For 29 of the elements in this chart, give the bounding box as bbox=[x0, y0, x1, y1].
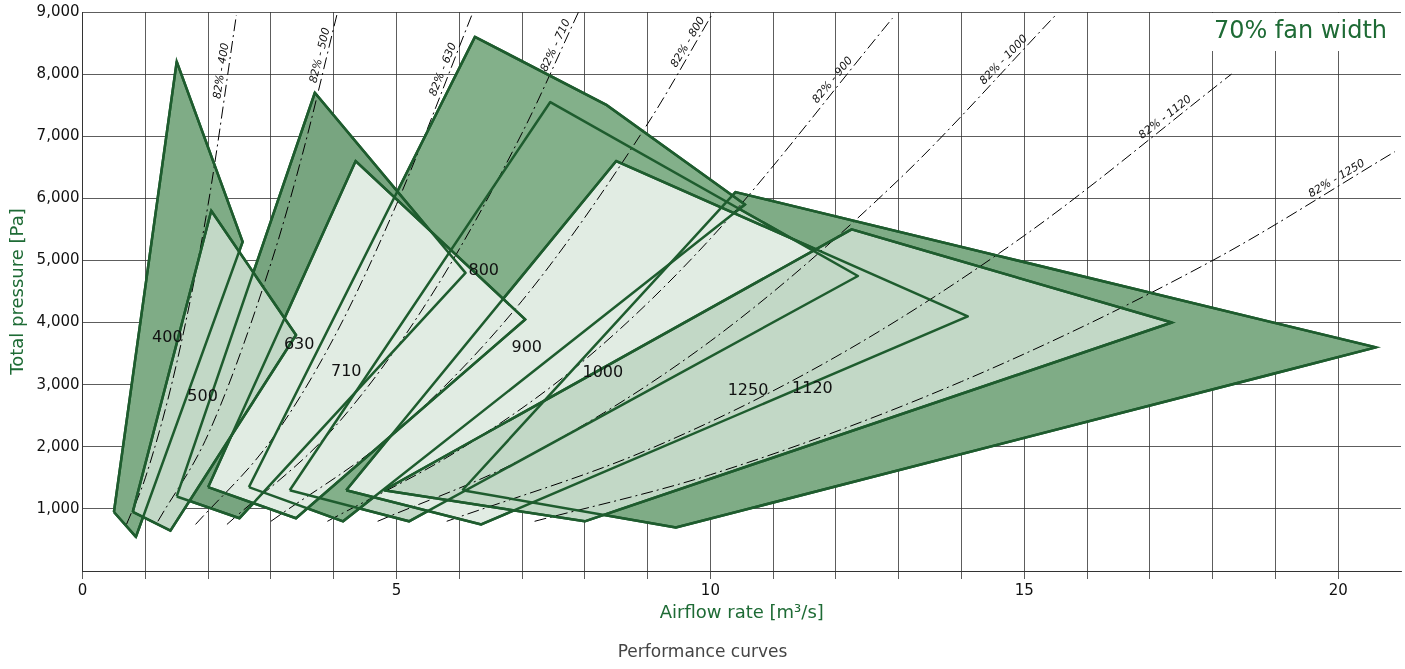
text: 82% - 710 bbox=[537, 17, 573, 74]
y-tick-label: 8,000 bbox=[36, 64, 80, 82]
x-tick-label: 5 bbox=[391, 580, 402, 599]
x-axis-title: Airflow rate [m³/s] bbox=[659, 601, 824, 623]
y-tick-label: 9,000 bbox=[36, 1, 80, 20]
y-tick-label: 4,000 bbox=[36, 312, 80, 331]
y-tick-label: 5,000 bbox=[36, 250, 80, 269]
y-tick-label: 2,000 bbox=[36, 436, 80, 455]
text: 82% - 630 bbox=[426, 40, 460, 98]
y-tick-label: 6,000 bbox=[36, 188, 80, 207]
text: 82% - 400 bbox=[210, 42, 232, 100]
line-series bbox=[125, 14, 237, 525]
x-tick-label: 15 bbox=[1014, 580, 1034, 599]
annotation: 70% fan width bbox=[1213, 16, 1387, 45]
y-tick-label: 7,000 bbox=[36, 126, 80, 145]
x-tick-label: 20 bbox=[1328, 580, 1348, 599]
line-series bbox=[226, 12, 580, 525]
line-series bbox=[377, 14, 1057, 522]
x-tick-label: 10 bbox=[700, 580, 720, 599]
text: 82% - 500 bbox=[306, 26, 333, 85]
series-label: 1250 bbox=[727, 380, 769, 400]
series-label: 900 bbox=[511, 336, 543, 356]
y-tick-label: 1,000 bbox=[36, 498, 80, 517]
y-tick-label: 3,000 bbox=[36, 374, 80, 393]
y-axis-title: Total pressure [Pa] bbox=[6, 208, 28, 376]
series-label: 1120 bbox=[792, 378, 833, 398]
x-tick-label: 0 bbox=[77, 580, 88, 599]
text: Performance curves bbox=[617, 641, 788, 662]
series-label: 710 bbox=[330, 360, 362, 380]
